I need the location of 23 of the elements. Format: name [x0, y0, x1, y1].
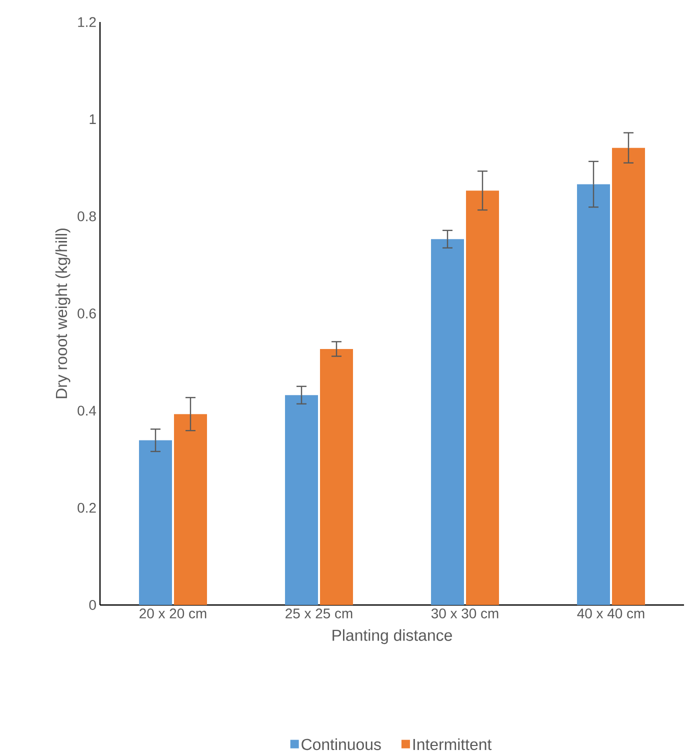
legend-label: Continuous — [302, 738, 381, 750]
bar — [577, 184, 610, 605]
y-tick-label: 0.2 — [78, 502, 96, 513]
y-tick-label: 1.2 — [78, 17, 96, 27]
x-tick-label: 40 x 40 cm — [577, 608, 644, 618]
y-axis-title: Dry rooot weight (kg/hill) — [55, 228, 70, 398]
bar — [612, 148, 645, 605]
x-tick-label: 30 x 30 cm — [431, 608, 498, 618]
y-tick-label: 0.6 — [78, 308, 96, 318]
x-tick-label: 20 x 20 cm — [140, 608, 206, 618]
y-tick-label: 1 — [90, 114, 96, 124]
y-tick-label: 0 — [89, 600, 96, 610]
y-tick-label: 0.8 — [78, 211, 96, 222]
bar — [285, 395, 318, 605]
x-tick-label: 25 x 25 cm — [286, 608, 352, 618]
legend-label: Intermittent — [413, 738, 492, 750]
bar — [139, 440, 172, 605]
bar — [320, 348, 353, 605]
bar — [431, 239, 464, 605]
bar — [174, 414, 207, 605]
bar — [466, 190, 499, 605]
x-axis-title: Planting distance — [332, 629, 452, 644]
y-tick-label: 0.4 — [78, 406, 96, 416]
